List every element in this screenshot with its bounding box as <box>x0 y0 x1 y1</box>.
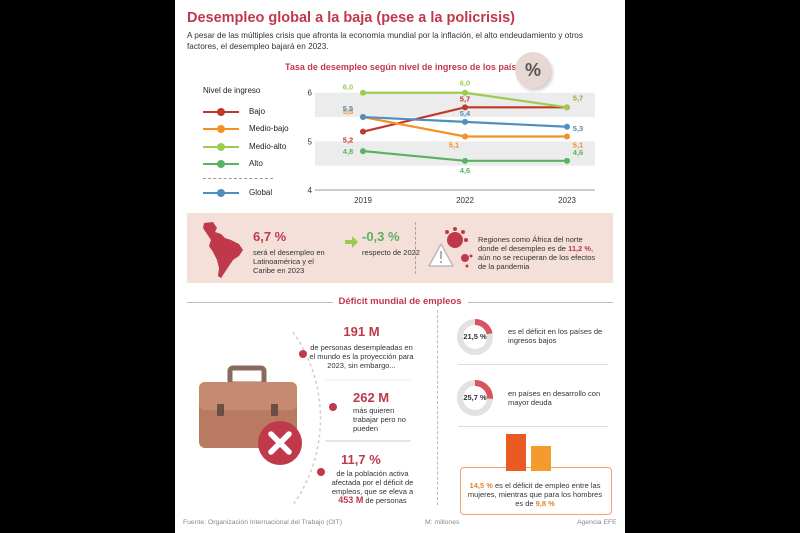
women-deficit-bar <box>506 434 526 471</box>
agency-credit: Agencia EFE <box>577 519 617 526</box>
y-tick-label: 4 <box>308 186 313 195</box>
men-deficit-bar <box>531 446 551 471</box>
data-point <box>360 114 366 121</box>
chart-title: Tasa de desempleo según nivel de ingreso… <box>285 62 527 72</box>
data-point <box>462 133 468 140</box>
data-label: 6,0 <box>343 83 353 92</box>
percent-icon: % <box>524 60 541 80</box>
unit-note: M: millones <box>425 519 460 526</box>
data-label: 5,3 <box>573 124 583 133</box>
latam-unemployment-text: será el desempleo en Latinoamérica y el … <box>253 248 325 275</box>
deficit-arc <box>292 331 411 506</box>
x-tick-label: 2019 <box>354 196 372 205</box>
legend-title: Nivel de ingreso <box>203 86 261 95</box>
donut-debt-text: en países en desarrollo con mayor deuda <box>508 389 601 407</box>
stat-active-pop-value: 11,7 % <box>341 452 381 467</box>
band-divider <box>415 222 416 274</box>
arc-dot <box>329 403 337 411</box>
data-point <box>462 118 468 125</box>
data-point <box>462 104 468 111</box>
data-point <box>360 89 366 96</box>
stat-unemployed-value: 191 M <box>343 324 380 339</box>
legend-label: Bajo <box>249 107 266 116</box>
y-tick-label: 5 <box>308 137 313 146</box>
data-label: 4,6 <box>460 166 470 175</box>
latin-america-map-icon <box>203 222 243 278</box>
regions-highlight-value: 11,2 % <box>568 244 592 253</box>
gender-text: 14,5 % es el déficit de empleo entre las… <box>467 481 603 508</box>
virus-warning-icon <box>428 227 473 268</box>
x-tick-label: 2022 <box>456 196 474 205</box>
data-point <box>564 104 570 111</box>
line-chart: 4 5 6 2019 2022 2023 5,2 5,7 5,7 5,5 5,1 5,1 6,0 6,0 5… <box>308 79 595 205</box>
source-note: Fuente: Organización Internacional del T… <box>183 519 343 526</box>
women-value: 14,5 % <box>469 481 493 490</box>
stat-453m-value: 453 M <box>338 495 364 505</box>
legend-label: Alto <box>249 159 263 168</box>
donut-debt-label: 25,7 % <box>463 393 487 402</box>
gender-text-part: es el déficit de empleo entre las mujere… <box>467 481 603 508</box>
legend-label: Global <box>249 188 273 197</box>
section-title: Déficit mundial de empleos <box>175 296 625 307</box>
variation-text: respecto de 2022 <box>362 248 420 257</box>
row-separator <box>458 364 608 365</box>
arrow-right-icon <box>345 236 358 248</box>
legend-label: Medio-alto <box>249 142 287 151</box>
data-label: 4,6 <box>573 148 583 157</box>
row-separator <box>458 426 608 427</box>
donut-low-income-arc <box>457 319 493 355</box>
data-point <box>564 157 570 164</box>
data-label: 6,0 <box>460 79 470 88</box>
stat-want-work-value: 262 M <box>353 390 390 405</box>
page-title: Desempleo global a la baja (pese a la po… <box>187 10 515 26</box>
vertical-divider <box>437 310 438 505</box>
stat-want-work-text: más quieren trabajar pero no pueden <box>353 406 406 433</box>
infographic-panel: Desempleo global a la baja (pese a la po… <box>175 0 625 533</box>
data-point <box>360 128 366 135</box>
data-label: 5,5 <box>343 104 353 113</box>
info-band <box>187 213 613 283</box>
y-tick-label: 6 <box>308 89 313 98</box>
stat-453m-text: de personas <box>363 496 407 505</box>
men-value: 9,8 % <box>535 499 555 508</box>
stat-unemployed-text: de personas desempleadas en el mundo es … <box>309 343 414 370</box>
data-label: 5,1 <box>449 141 459 150</box>
data-label: 5,2 <box>343 136 353 145</box>
data-label: 4,8 <box>343 147 353 156</box>
x-tick-label: 2023 <box>558 196 576 205</box>
data-label: 5,7 <box>460 94 470 103</box>
data-label: 5,5 <box>343 107 353 116</box>
data-label: 5,1 <box>573 141 583 150</box>
donut-charts <box>457 319 493 416</box>
stat-active-pop-text-part: de la población activa afectada por el d… <box>331 469 414 496</box>
regions-text: Regiones como África del norte donde el … <box>478 235 598 271</box>
page-subtitle: A pesar de las múltiples crisis que afro… <box>187 31 583 51</box>
regions-text-part: , aún no se recuperan de los efectos de … <box>478 244 596 271</box>
data-point <box>360 148 366 155</box>
briefcase-icon <box>199 365 302 465</box>
arc-dot <box>299 350 307 358</box>
donut-debt-arc <box>457 380 493 416</box>
data-point <box>564 133 570 140</box>
arc-dot <box>317 468 325 476</box>
legend-divider <box>203 178 273 179</box>
data-point <box>462 157 468 164</box>
legend-label: Medio-bajo <box>249 124 289 133</box>
data-point <box>462 89 468 96</box>
data-label: 5,7 <box>573 93 583 102</box>
data-label: 5,4 <box>460 109 471 118</box>
deficit-title-text: Déficit mundial de empleos <box>332 296 468 307</box>
percent-badge: % <box>515 52 551 88</box>
data-point <box>564 123 570 130</box>
data-label: 5,7 <box>573 93 583 102</box>
latam-unemployment-value: 6,7 % <box>253 229 287 244</box>
donut-low-income-text: es el déficit en los países de ingresos … <box>508 327 603 345</box>
stat-active-pop-text: de la población activa afectada por el d… <box>325 469 420 505</box>
donut-low-income-label: 21,5 % <box>463 332 487 341</box>
variation-value: -0,3 % <box>362 229 400 244</box>
regions-text-part: Regiones como África del norte donde el … <box>478 235 583 253</box>
